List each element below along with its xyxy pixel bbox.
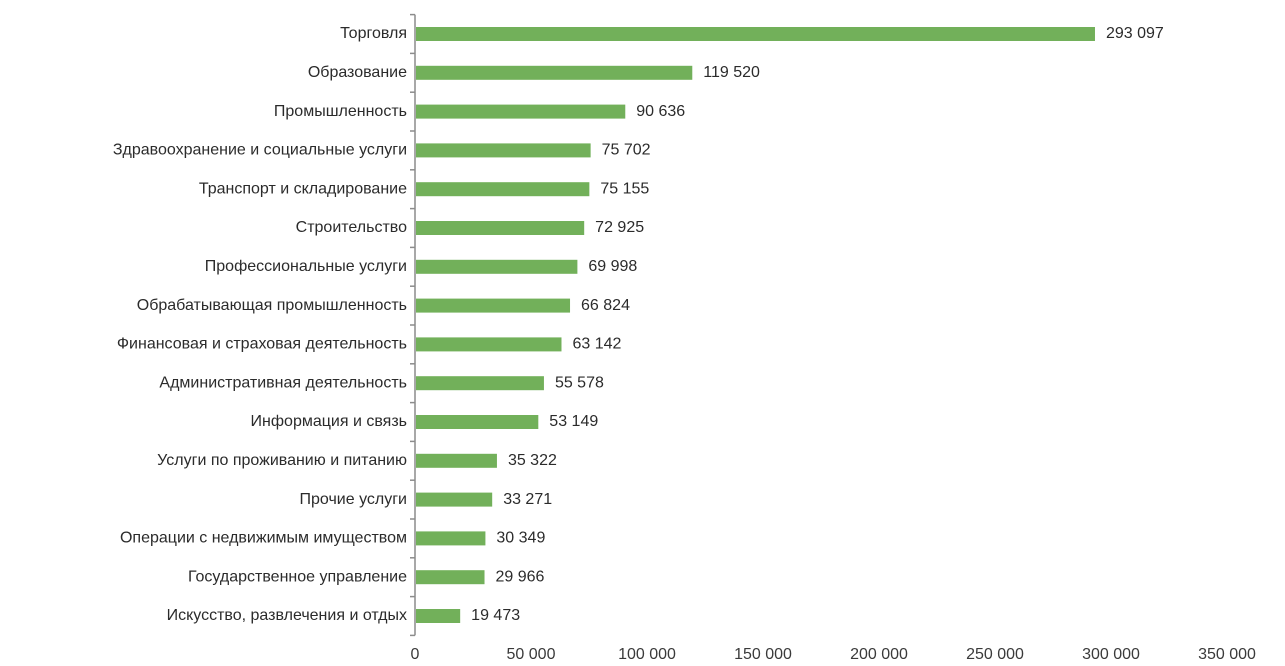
bar (416, 259, 578, 274)
value-label: 119 520 (703, 64, 760, 81)
bar (416, 65, 693, 80)
x-tick-label: 100 000 (618, 646, 676, 663)
value-label: 53 149 (549, 413, 598, 430)
value-label: 293 097 (1106, 25, 1164, 42)
bar (416, 492, 493, 507)
value-label: 90 636 (636, 103, 685, 120)
y-axis-group (410, 13, 416, 637)
x-tick-label: 350 000 (1198, 646, 1256, 663)
x-tick-label: 200 000 (850, 646, 908, 663)
value-label: 72 925 (595, 219, 644, 236)
bar (416, 376, 544, 391)
category-label: Обрабатывающая промышленность (137, 297, 407, 314)
category-label: Образование (308, 64, 407, 81)
category-label: Транспорт и складирование (199, 180, 407, 197)
bar (416, 415, 539, 429)
value-labels-group: 293 097 119 520 90 636 75 702 75 155 72 925 69… (471, 25, 1164, 624)
value-label: 55 578 (555, 374, 604, 391)
category-label: Строительство (296, 219, 407, 236)
value-label: 69 998 (588, 258, 637, 275)
category-label: Операции с недвижимым имуществом (120, 530, 407, 547)
x-tick-label: 250 000 (966, 646, 1024, 663)
category-label: Торговля (340, 25, 407, 42)
value-label: 66 824 (581, 297, 630, 314)
x-tick-labels-group: 0 50 000 100 000 150 000 200 000 250 000 300 0… (411, 646, 1256, 663)
x-tick-label: 300 000 (1082, 646, 1140, 663)
x-tick-label: 50 000 (507, 646, 556, 663)
value-label: 33 271 (503, 491, 552, 508)
value-label: 63 142 (572, 336, 621, 353)
category-label: Здравоохранение и социальные услуги (113, 142, 407, 159)
bar (416, 104, 626, 119)
value-label: 29 966 (496, 568, 545, 585)
bar (416, 298, 571, 313)
bar (416, 143, 591, 158)
bar (416, 609, 461, 623)
x-tick-label: 150 000 (734, 646, 792, 663)
category-label: Прочие услуги (300, 491, 408, 508)
category-label: Профессиональные услуги (205, 258, 407, 275)
bar (416, 531, 486, 546)
x-tick-label: 0 (411, 646, 420, 663)
bar (416, 27, 1095, 41)
category-label: Искусство, развлечения и отдых (167, 607, 407, 624)
bar (416, 453, 497, 468)
category-label: Административная деятельность (159, 374, 407, 391)
bar (416, 337, 562, 352)
value-label: 75 155 (600, 180, 649, 197)
bars-group (416, 27, 1095, 623)
value-label: 35 322 (508, 452, 557, 469)
category-label: Промышленность (274, 103, 407, 120)
category-labels-group: Торговля Образование Промышленность Здравоо… (113, 25, 407, 624)
category-label: Финансовая и страховая деятельность (117, 336, 407, 353)
bar (416, 182, 590, 197)
value-label: 19 473 (471, 607, 520, 624)
value-label: 75 702 (602, 142, 651, 159)
category-label: Государственное управление (188, 568, 407, 585)
category-label: Услуги по проживанию и питанию (157, 452, 407, 469)
bar (416, 570, 485, 585)
value-label: 30 349 (496, 530, 545, 547)
category-label: Информация и связь (251, 413, 407, 430)
bar (416, 221, 585, 235)
